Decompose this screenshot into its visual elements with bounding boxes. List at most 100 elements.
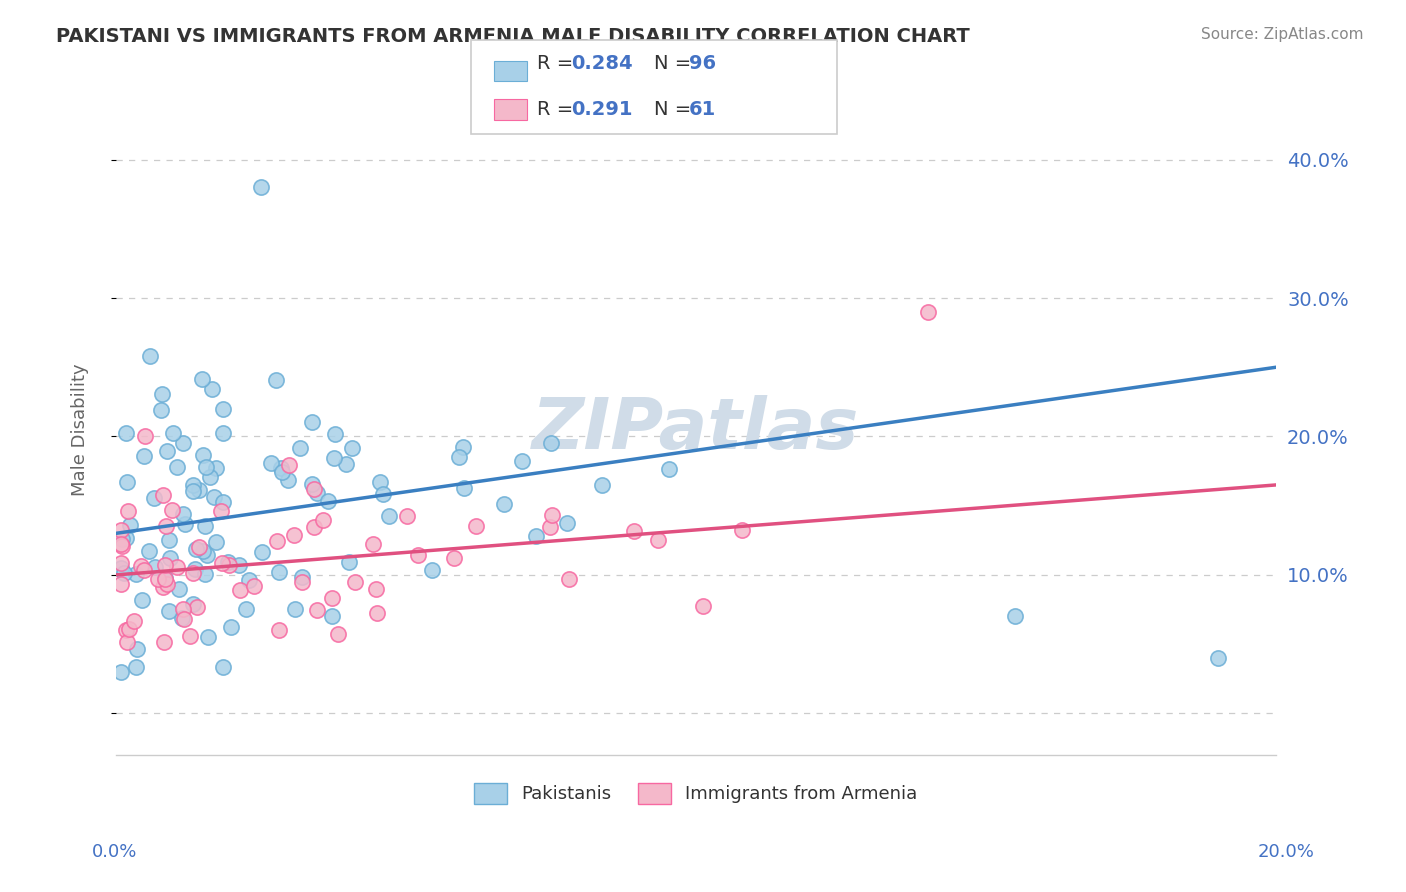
Point	[194, 460, 217, 475]
Point	[170, 611, 193, 625]
Point	[366, 606, 388, 620]
Point	[288, 441, 311, 455]
Point	[267, 565, 290, 579]
Point	[250, 545, 273, 559]
Point	[166, 559, 188, 574]
Point	[212, 402, 235, 417]
Point	[647, 533, 669, 547]
Text: Source: ZipAtlas.com: Source: ZipAtlas.com	[1201, 27, 1364, 42]
Point	[271, 465, 294, 479]
Point	[143, 560, 166, 574]
Point	[238, 573, 260, 587]
Point	[153, 635, 176, 649]
Point	[110, 557, 132, 571]
Point	[540, 435, 562, 450]
Point	[302, 520, 325, 534]
Point	[157, 533, 180, 548]
Point	[1206, 651, 1229, 665]
Point	[115, 426, 138, 441]
Point	[264, 373, 287, 387]
Point	[172, 602, 194, 616]
Point	[188, 483, 211, 497]
Point	[166, 459, 188, 474]
Point	[301, 415, 323, 429]
Text: 96: 96	[689, 54, 716, 73]
Point	[453, 481, 475, 495]
Point	[449, 450, 471, 464]
Point	[305, 485, 328, 500]
Point	[371, 487, 394, 501]
Point	[510, 453, 533, 467]
Point	[235, 602, 257, 616]
Point	[378, 508, 401, 523]
Point	[335, 457, 357, 471]
Point	[115, 624, 138, 638]
Point	[243, 579, 266, 593]
Text: R =: R =	[537, 54, 579, 73]
Point	[125, 566, 148, 581]
Text: ZIPatlas: ZIPatlas	[531, 395, 859, 464]
Text: PAKISTANI VS IMMIGRANTS FROM ARMENIA MALE DISABILITY CORRELATION CHART: PAKISTANI VS IMMIGRANTS FROM ARMENIA MAL…	[56, 27, 970, 45]
Point	[284, 602, 307, 616]
Point	[623, 524, 645, 539]
Point	[152, 386, 174, 401]
Point	[181, 478, 204, 492]
Point	[110, 665, 132, 679]
Point	[157, 604, 180, 618]
Point	[186, 542, 208, 557]
Point	[211, 426, 233, 441]
Point	[658, 462, 681, 476]
Point	[343, 574, 366, 589]
Point	[195, 548, 218, 562]
Point	[155, 519, 177, 533]
Point	[197, 630, 219, 644]
Point	[174, 517, 197, 532]
Point	[118, 517, 141, 532]
Point	[228, 558, 250, 573]
Point	[361, 537, 384, 551]
Point	[183, 598, 205, 612]
Point	[142, 491, 165, 505]
Point	[249, 180, 271, 194]
Point	[111, 533, 134, 547]
Point	[205, 461, 228, 475]
Point	[323, 426, 346, 441]
Text: N =: N =	[654, 100, 697, 119]
Point	[125, 660, 148, 674]
Point	[149, 403, 172, 417]
Point	[219, 620, 242, 634]
Point	[117, 504, 139, 518]
Point	[134, 563, 156, 577]
Point	[191, 543, 214, 558]
Point	[301, 476, 323, 491]
Point	[526, 529, 548, 543]
Point	[110, 537, 132, 551]
Point	[321, 591, 343, 606]
Point	[125, 641, 148, 656]
Point	[181, 566, 204, 581]
Point	[153, 572, 176, 586]
Text: 61: 61	[689, 100, 716, 119]
Point	[443, 550, 465, 565]
Point	[260, 456, 283, 470]
Point	[267, 623, 290, 637]
Point	[159, 551, 181, 566]
Point	[111, 539, 134, 553]
Point	[453, 440, 475, 454]
Point	[492, 497, 515, 511]
Point	[364, 582, 387, 596]
Point	[110, 523, 132, 537]
Point	[555, 516, 578, 530]
Point	[110, 576, 132, 591]
Point	[131, 593, 153, 607]
Point	[205, 534, 228, 549]
Point	[731, 523, 754, 537]
Point	[218, 558, 240, 572]
Point	[115, 475, 138, 489]
Point	[291, 570, 314, 584]
Point	[209, 504, 232, 518]
Point	[138, 543, 160, 558]
Point	[291, 575, 314, 590]
Text: N =: N =	[654, 54, 697, 73]
Text: 0.284: 0.284	[571, 54, 633, 73]
